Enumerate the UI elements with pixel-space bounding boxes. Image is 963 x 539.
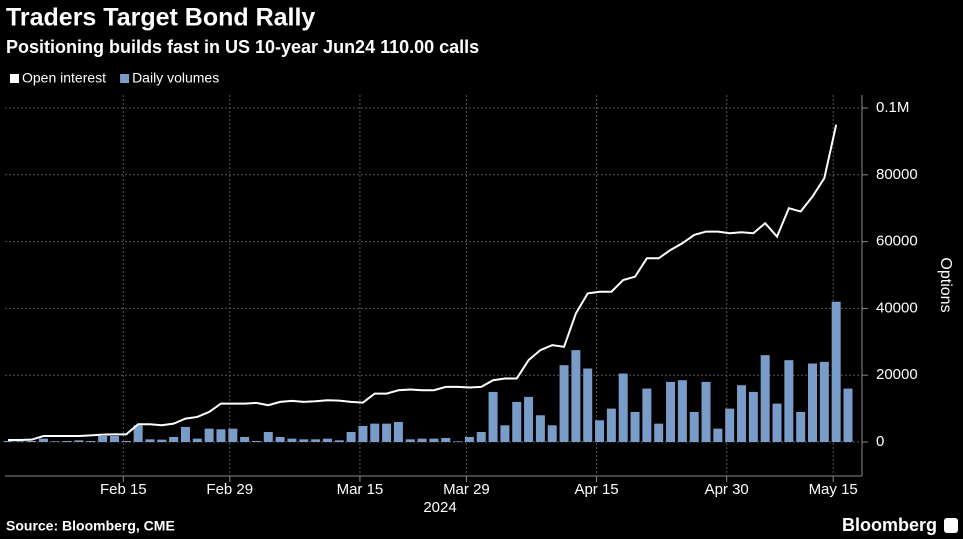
y-tick-label: 0.1M: [876, 99, 909, 116]
x-tick-label: Feb 15: [100, 481, 147, 498]
bar: [98, 435, 108, 442]
bar: [784, 360, 794, 442]
bar: [488, 391, 498, 442]
x-axis-label: 2024: [423, 499, 456, 516]
bar: [133, 425, 143, 442]
bar: [228, 428, 238, 442]
bar: [429, 438, 439, 442]
x-tick-label: Feb 29: [206, 481, 253, 498]
bar: [180, 426, 190, 442]
bar: [192, 438, 202, 442]
bar: [74, 440, 84, 442]
bar: [299, 439, 309, 442]
bar: [760, 355, 770, 442]
bar: [535, 415, 545, 442]
x-tick-label: Mar 29: [443, 481, 490, 498]
bar: [677, 380, 687, 442]
bar: [689, 411, 699, 442]
legend-label: Daily volumes: [132, 70, 219, 86]
bar: [216, 429, 226, 442]
bar: [819, 361, 829, 442]
y-tick-label: 20000: [876, 366, 918, 383]
bar: [15, 441, 25, 442]
bar: [251, 440, 261, 442]
bar: [322, 438, 332, 442]
y-tick-label: 0: [876, 433, 884, 450]
brand: Bloomberg: [842, 515, 937, 535]
bar: [370, 423, 380, 442]
bar: [62, 440, 72, 442]
bar: [524, 396, 534, 442]
bar: [263, 431, 273, 442]
bar: [334, 440, 344, 442]
bar: [464, 436, 474, 442]
bar: [618, 373, 628, 442]
y-tick-label: 60000: [876, 233, 918, 250]
bar: [27, 440, 37, 442]
x-tick-label: Apr 15: [574, 481, 618, 498]
legend-label: Open interest: [22, 70, 106, 86]
bar: [476, 431, 486, 442]
bar: [453, 441, 463, 442]
bar: [3, 440, 13, 442]
bar: [86, 440, 96, 442]
bar: [204, 428, 214, 442]
bar: [346, 431, 356, 442]
bar: [311, 439, 321, 442]
bar: [701, 381, 711, 442]
bar: [808, 363, 818, 442]
x-tick-label: May 15: [809, 481, 858, 498]
bar: [547, 425, 557, 442]
bar: [287, 438, 297, 442]
y-tick-label: 40000: [876, 299, 918, 316]
bar: [654, 423, 664, 442]
bar: [169, 436, 179, 442]
bar: [796, 411, 806, 442]
bar: [666, 381, 676, 442]
x-tick-label: Mar 15: [337, 481, 384, 498]
bar: [109, 435, 119, 442]
bar: [559, 365, 569, 442]
y-tick-label: 80000: [876, 166, 918, 183]
bar: [275, 436, 285, 442]
line: [8, 124, 838, 441]
bar: [512, 401, 522, 442]
bar: [737, 385, 747, 442]
bar: [571, 350, 581, 442]
bar: [583, 368, 593, 442]
bar: [606, 408, 616, 442]
bar: [748, 391, 758, 442]
legend-swatch: [10, 74, 19, 83]
bar: [831, 301, 841, 442]
bar: [38, 438, 48, 442]
bar: [772, 403, 782, 442]
bar: [642, 388, 652, 442]
bar: [713, 428, 723, 442]
chart-subtitle: Positioning builds fast in US 10-year Ju…: [6, 37, 479, 57]
bar: [145, 439, 155, 442]
bar: [121, 440, 131, 442]
bar: [500, 425, 510, 442]
bar: [358, 425, 368, 442]
bar: [382, 423, 392, 442]
legend-swatch: [120, 74, 130, 83]
brand-icon: [944, 518, 958, 533]
chart-title: Traders Target Bond Rally: [6, 4, 315, 32]
bar: [595, 420, 605, 442]
bar: [417, 438, 427, 442]
bar: [405, 439, 415, 442]
y-axis-label: Options: [937, 257, 954, 312]
source: Source: Bloomberg, CME: [6, 518, 175, 534]
bar: [50, 441, 60, 442]
bar: [393, 421, 403, 442]
bar: [843, 388, 853, 442]
bar: [157, 439, 167, 442]
x-tick-label: Apr 30: [705, 481, 749, 498]
bar: [441, 437, 451, 442]
bar: [240, 436, 250, 442]
bar: [725, 408, 735, 442]
bar: [630, 411, 640, 442]
